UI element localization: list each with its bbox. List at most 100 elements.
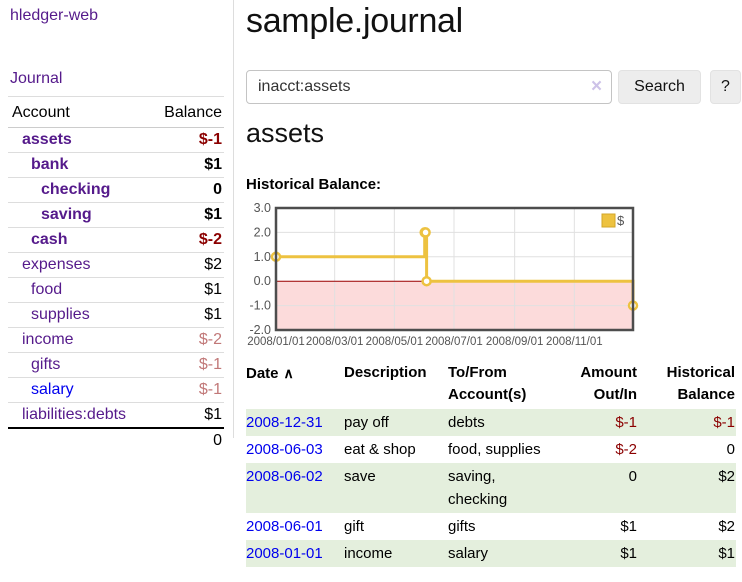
accounts-total-row: 0 xyxy=(8,427,224,453)
transaction-date-link[interactable]: 2008-06-03 xyxy=(246,441,323,458)
brand-link[interactable]: hledger-web xyxy=(10,7,99,24)
transaction-description: pay off xyxy=(344,414,389,431)
transaction-description: eat & shop xyxy=(344,441,416,458)
x-axis-label: 2008/09/01 xyxy=(486,336,544,348)
register-row: 2008-06-01 gift gifts $1 $2 xyxy=(246,513,736,540)
transaction-balance: $-1 xyxy=(713,414,735,431)
account-balance: 0 xyxy=(149,177,224,203)
transaction-description: save xyxy=(344,468,376,485)
sidebar-account-row: checking 0 xyxy=(8,177,224,203)
legend-swatch-icon xyxy=(601,213,616,228)
register-row: 2008-06-02 save saving, checking 0 $2 xyxy=(246,463,736,513)
accounts-table-header: Account Balance xyxy=(8,96,224,128)
y-axis-label: 3.0 xyxy=(254,202,271,215)
transaction-amount: $-1 xyxy=(615,414,637,431)
x-axis-label: 2008/07/01 xyxy=(425,336,483,348)
account-balance: $1 xyxy=(149,152,224,178)
sidebar-account-row: saving $1 xyxy=(8,202,224,228)
page-title: sample.journal xyxy=(246,2,463,40)
plot-border xyxy=(274,206,635,332)
transaction-date-link[interactable]: 2008-12-31 xyxy=(246,414,323,431)
account-balance: $-1 xyxy=(149,127,224,153)
transaction-date-link[interactable]: 2008-01-01 xyxy=(246,545,323,562)
account-column-header: Account xyxy=(8,96,150,128)
sidebar-item-journal[interactable]: Journal xyxy=(10,70,63,87)
sidebar-account-link[interactable]: assets xyxy=(22,131,72,148)
search-button[interactable]: Search xyxy=(618,70,701,104)
legend-label: $ xyxy=(617,213,625,228)
account-balance: $1 xyxy=(149,402,224,429)
sidebar-account-row: liabilities:debts $1 xyxy=(8,402,224,429)
transaction-balance: $2 xyxy=(718,468,735,485)
transaction-amount: 0 xyxy=(628,468,637,485)
register-header-row: Date ∧ Description To/From Account(s) Amount… xyxy=(246,362,736,409)
transaction-balance: $1 xyxy=(718,545,735,562)
x-axis-label: 2008/11/01 xyxy=(546,336,603,348)
transaction-amount: $1 xyxy=(620,518,637,535)
register-col-description: Description xyxy=(344,364,427,381)
y-axis-label: -2.0 xyxy=(249,323,271,337)
register-col-historical-balance: Historical Balance xyxy=(666,364,735,403)
register-col-date[interactable]: Date ∧ xyxy=(246,365,294,382)
sort-asc-icon: ∧ xyxy=(283,365,294,381)
sidebar-account-row: income $-2 xyxy=(8,327,224,353)
transaction-description: gift xyxy=(344,518,365,535)
sidebar-account-link[interactable]: checking xyxy=(41,181,111,198)
register-row: 2008-12-31 pay off debts $-1 $-1 xyxy=(246,409,736,436)
sidebar-account-link[interactable]: food xyxy=(31,281,63,298)
sidebar-account-link[interactable]: liabilities:debts xyxy=(22,406,127,423)
account-balance: $1 xyxy=(149,277,224,303)
sidebar-account-link[interactable]: income xyxy=(22,331,74,348)
account-balance: $-1 xyxy=(149,352,224,378)
transaction-date-link[interactable]: 2008-06-01 xyxy=(246,518,323,535)
register-row: 2008-06-03 eat & shop food, supplies $-2 0 xyxy=(246,436,736,463)
transaction-amount: $-2 xyxy=(615,441,637,458)
account-balance: $1 xyxy=(149,202,224,228)
register-table: Date ∧ Description To/From Account(s) Amount… xyxy=(246,362,736,567)
transaction-description: income xyxy=(344,545,393,562)
sidebar-account-row: food $1 xyxy=(8,277,224,303)
sidebar-account-link[interactable]: bank xyxy=(31,156,69,173)
sidebar-account-link[interactable]: cash xyxy=(31,231,68,248)
x-axis-label: 2008/01/01 xyxy=(247,336,305,348)
register-col-amount-out-in: Amount Out/In xyxy=(580,364,637,403)
sidebar-account-link[interactable]: expenses xyxy=(22,256,91,273)
sidebar-account-row: salary $-1 xyxy=(8,377,224,403)
transaction-accounts: debts xyxy=(448,414,485,431)
transaction-accounts: salary xyxy=(448,545,489,562)
transaction-balance: 0 xyxy=(726,441,735,458)
transaction-date-link[interactable]: 2008-06-02 xyxy=(246,468,323,485)
historical-balance-label: Historical Balance: xyxy=(246,176,382,193)
sidebar-account-link[interactable]: supplies xyxy=(31,306,90,323)
help-button[interactable]: ? xyxy=(710,70,741,104)
sidebar-account-link[interactable]: saving xyxy=(41,206,92,223)
transaction-accounts: saving, checking xyxy=(448,468,508,508)
register-row: 2008-01-01 income salary $1 $1 xyxy=(246,540,736,567)
sidebar-account-row: assets $-1 xyxy=(8,127,224,153)
sidebar-account-row: bank $1 xyxy=(8,152,224,178)
y-axis-label: 2.0 xyxy=(254,225,271,239)
register-col-to-from-account-s-: To/From Account(s) xyxy=(448,364,527,403)
sidebar-account-link[interactable]: gifts xyxy=(31,356,61,373)
accounts-balance-table: Account Balance assets $-1 bank $1 checking 0… xyxy=(8,96,224,453)
balance-column-header: Balance xyxy=(149,96,224,128)
x-axis-label: 2008/03/01 xyxy=(306,336,364,348)
transaction-accounts: gifts xyxy=(448,518,476,535)
balance-chart: $2008/01/01 2008/03/01 2008/05/01 2008/07/0… xyxy=(247,202,639,348)
transaction-accounts: food, supplies xyxy=(448,441,541,458)
x-axis-label: 2008/05/01 xyxy=(366,336,424,348)
account-heading: assets xyxy=(246,118,325,148)
account-balance: $-2 xyxy=(149,327,224,353)
sidebar-account-row: supplies $1 xyxy=(8,302,224,328)
search-input[interactable] xyxy=(246,70,612,104)
account-balance: $1 xyxy=(149,302,224,328)
clear-search-icon[interactable]: × xyxy=(591,76,603,97)
account-balance: $-1 xyxy=(149,377,224,403)
y-axis-label: 1.0 xyxy=(254,250,271,264)
sidebar-divider xyxy=(233,0,234,438)
sidebar-account-link[interactable]: salary xyxy=(31,381,74,398)
sidebar-account-row: gifts $-1 xyxy=(8,352,224,378)
account-balance: $-2 xyxy=(149,227,224,253)
chart-point xyxy=(421,275,432,287)
